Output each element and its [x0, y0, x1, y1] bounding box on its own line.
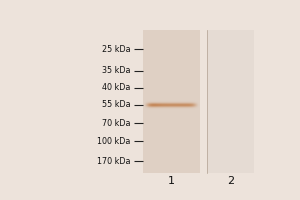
Text: 55 kDa: 55 kDa — [102, 100, 130, 109]
Text: 35 kDa: 35 kDa — [102, 66, 130, 75]
Bar — [143, 30, 200, 173]
Text: 70 kDa: 70 kDa — [102, 119, 130, 128]
Text: 2: 2 — [227, 176, 234, 186]
Text: 1: 1 — [168, 176, 175, 186]
Text: 100 kDa: 100 kDa — [97, 137, 130, 146]
Bar — [207, 30, 254, 173]
Text: 170 kDa: 170 kDa — [97, 157, 130, 166]
Text: 40 kDa: 40 kDa — [102, 83, 130, 92]
Text: 25 kDa: 25 kDa — [102, 45, 130, 54]
